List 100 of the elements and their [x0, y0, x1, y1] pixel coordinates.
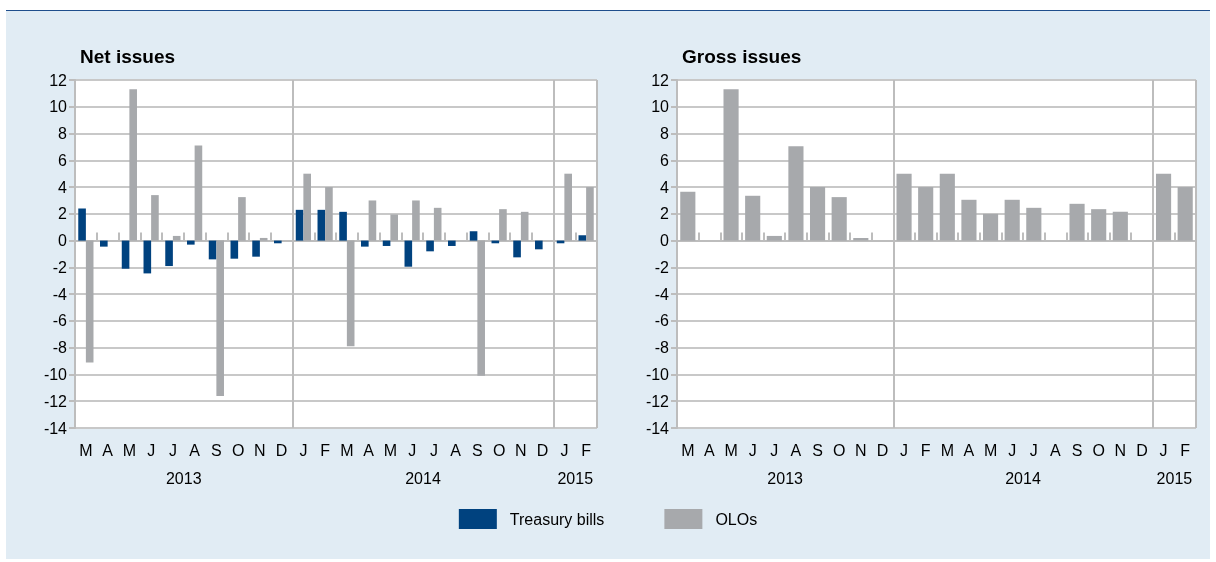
x-tick-label: J	[408, 441, 417, 459]
bar	[1026, 207, 1042, 241]
y-tick-label: 6	[58, 151, 68, 169]
bar	[368, 200, 377, 241]
bar	[939, 173, 955, 241]
bar	[564, 173, 572, 241]
x-tick-label: A	[963, 441, 975, 459]
bar	[1112, 211, 1128, 241]
bar	[404, 240, 413, 267]
x-tick-label: N	[515, 441, 527, 459]
x-tick-label: S	[211, 441, 222, 459]
y-tick-label: -12	[645, 392, 670, 410]
x-tick-label: F	[581, 441, 592, 459]
bar	[982, 213, 999, 241]
text: 2015	[1156, 469, 1193, 487]
y-tick-label: -4	[654, 285, 670, 303]
x-tick-label: F	[1180, 441, 1191, 459]
text: 2013	[767, 469, 804, 487]
bar	[412, 200, 420, 241]
x-tick-label: A	[704, 441, 716, 459]
x-tick-label: F	[320, 441, 331, 459]
text: 2014	[405, 469, 441, 487]
x-tick-label: O	[1092, 441, 1105, 459]
bar	[831, 197, 847, 241]
bar	[520, 211, 529, 241]
bar	[129, 89, 137, 241]
chart-title: Net issues	[80, 46, 176, 67]
bar	[853, 237, 869, 241]
y-tick-label: 8	[660, 125, 670, 143]
x-tick-label: F	[920, 441, 931, 459]
x-tick-label: J	[1029, 441, 1038, 459]
x-tick-label: S	[1071, 441, 1083, 459]
bar	[1069, 203, 1085, 241]
legend-label: Treasury bills	[509, 510, 605, 528]
y-tick-label: 12	[651, 71, 670, 89]
text: 2014	[1005, 469, 1041, 487]
y-tick-label: -12	[43, 392, 68, 410]
bar	[469, 231, 478, 241]
y-tick-label: 2	[58, 205, 68, 223]
x-tick-label: D	[536, 441, 549, 459]
bar	[896, 173, 912, 241]
x-tick-label: M	[79, 441, 93, 459]
x-tick-label: A	[450, 441, 462, 459]
y-tick-label: 4	[58, 178, 68, 196]
bar	[390, 214, 398, 241]
y-tick-label: 10	[49, 98, 68, 116]
bar	[723, 89, 739, 241]
bar	[346, 240, 355, 347]
x-tick-label: J	[770, 441, 779, 459]
x-tick-label: J	[748, 441, 757, 459]
bar	[448, 240, 456, 246]
bar	[918, 187, 934, 241]
y-tick-label: -14	[645, 419, 670, 437]
y-tick-label: -6	[52, 312, 68, 330]
bar	[194, 145, 203, 241]
bar	[100, 240, 108, 247]
bar	[680, 191, 696, 241]
bar	[535, 240, 543, 250]
x-tick-label: M	[681, 441, 695, 459]
x-tick-label: O	[231, 441, 245, 459]
bar	[230, 240, 239, 259]
bar	[165, 240, 173, 267]
x-tick-label: S	[812, 441, 823, 459]
text: 2013	[165, 469, 202, 487]
bar	[216, 240, 224, 396]
x-tick-label: A	[189, 441, 201, 459]
x-tick-label: J	[299, 441, 308, 459]
bar	[325, 187, 333, 241]
bar	[513, 240, 521, 258]
x-tick-label: J	[1008, 441, 1017, 459]
x-tick-label: D	[876, 441, 889, 459]
bar	[1091, 209, 1107, 241]
bar	[172, 235, 181, 241]
text: 2015	[557, 469, 594, 487]
x-tick-label: J	[1159, 441, 1168, 459]
x-tick-label: J	[147, 441, 156, 459]
y-tick-label: 6	[660, 151, 670, 169]
bar	[1004, 199, 1020, 241]
x-tick-label: A	[790, 441, 802, 459]
x-tick-label: O	[832, 441, 846, 459]
bar	[317, 209, 326, 241]
bar	[361, 240, 369, 247]
x-tick-label: J	[429, 441, 438, 459]
y-tick-label: -8	[654, 339, 670, 357]
x-tick-label: M	[940, 441, 954, 459]
y-tick-label: -2	[654, 258, 670, 276]
bar	[151, 195, 159, 241]
bar	[339, 211, 347, 241]
bar	[187, 240, 195, 245]
x-tick-label: N	[254, 441, 266, 459]
y-tick-label: 2	[660, 205, 670, 223]
chart-title: Gross issues	[682, 46, 802, 67]
bar	[295, 209, 304, 241]
x-tick-label: J	[168, 441, 177, 459]
y-tick-label: -10	[645, 365, 670, 383]
y-tick-label: 4	[660, 178, 670, 196]
bar	[143, 240, 152, 274]
bar	[788, 146, 804, 241]
x-tick-label: M	[724, 441, 738, 459]
x-tick-label: D	[275, 441, 288, 459]
